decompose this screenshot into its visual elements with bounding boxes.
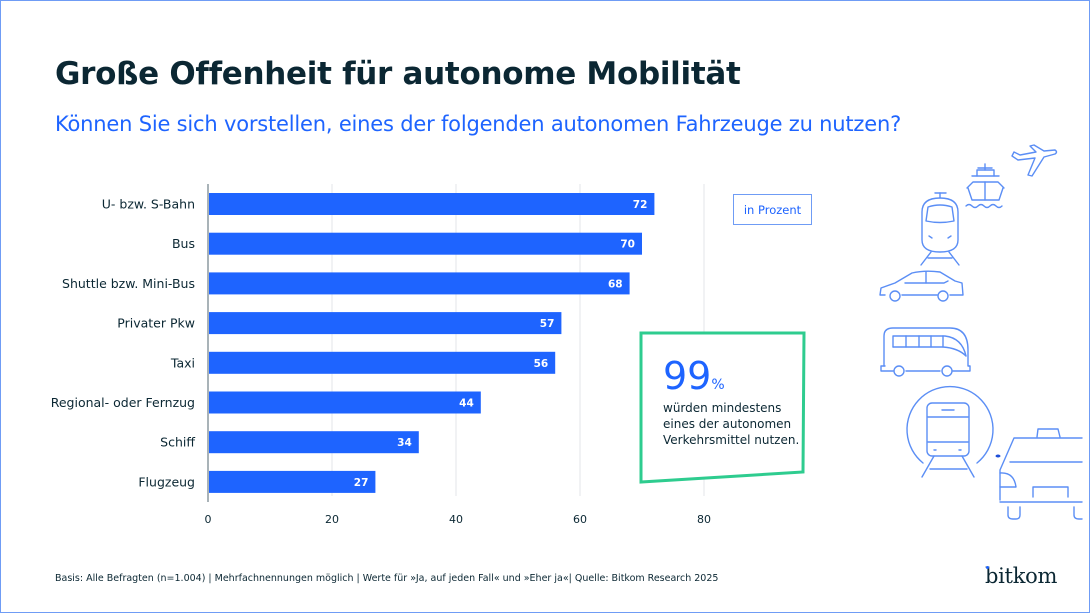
car-icon — [879, 270, 964, 302]
bar — [208, 193, 655, 215]
x-tick-labels: 0 20 40 60 80 — [205, 513, 712, 526]
subway-train-icon — [906, 385, 994, 478]
chart-title: Große Offenheit für autonome Mobilität — [55, 56, 741, 92]
logo-dot — [986, 566, 989, 569]
category-label: Taxi — [170, 355, 195, 370]
bar — [208, 470, 376, 493]
x-tick-label: 20 — [325, 513, 339, 526]
value-label: 72 — [633, 199, 648, 211]
bars — [208, 193, 655, 493]
value-labels: 72 70 68 57 56 44 34 27 — [354, 199, 648, 489]
bar — [208, 232, 642, 255]
unit-label-box: in Prozent — [733, 194, 812, 225]
value-label: 27 — [354, 477, 369, 489]
category-label: Regional- oder Fernzug — [51, 395, 195, 410]
category-labels: U- bzw. S-Bahn Bus Shuttle bzw. Mini-Bus Pr… — [51, 197, 196, 490]
plane-icon — [1011, 144, 1058, 177]
category-label: Bus — [172, 236, 195, 251]
value-label: 70 — [620, 239, 635, 251]
value-label: 68 — [608, 278, 623, 290]
callout-value: 99 — [663, 354, 712, 398]
callout-unit: % — [711, 377, 725, 393]
bar — [208, 431, 419, 454]
x-tick-label: 40 — [449, 513, 463, 526]
bar — [208, 351, 556, 374]
x-tick-label: 60 — [573, 513, 587, 526]
category-label: Schiff — [160, 435, 195, 450]
category-label: U- bzw. S-Bahn — [102, 197, 195, 212]
x-tick-label: 80 — [697, 513, 711, 526]
x-tick-label: 0 — [205, 513, 212, 526]
bus-icon — [880, 327, 971, 377]
value-label: 56 — [534, 358, 549, 370]
category-label: Flugzeug — [138, 474, 195, 489]
value-label: 34 — [397, 437, 412, 449]
bar — [208, 391, 481, 414]
callout-description: würden mindestens eines der autonomen Ve… — [663, 401, 800, 447]
bitkom-logo: bitkom — [985, 564, 1058, 588]
chart-subtitle: Können Sie sich vorstellen, eines der fo… — [55, 112, 902, 136]
bar — [208, 312, 562, 335]
bar — [208, 272, 630, 295]
callout: 99% würden mindestens eines der autonome… — [663, 356, 803, 448]
value-label: 44 — [459, 398, 474, 410]
callout-frame — [639, 331, 806, 484]
tram-icon — [920, 192, 960, 266]
taxi-icon — [995, 428, 1083, 520]
value-label: 57 — [540, 318, 555, 330]
footnote-source: Basis: Alle Befragten (n=1.004) | Mehrfa… — [55, 573, 719, 584]
category-label: Shuttle bzw. Mini-Bus — [62, 276, 195, 291]
category-label: Privater Pkw — [117, 316, 195, 331]
ship-icon — [965, 163, 1005, 209]
